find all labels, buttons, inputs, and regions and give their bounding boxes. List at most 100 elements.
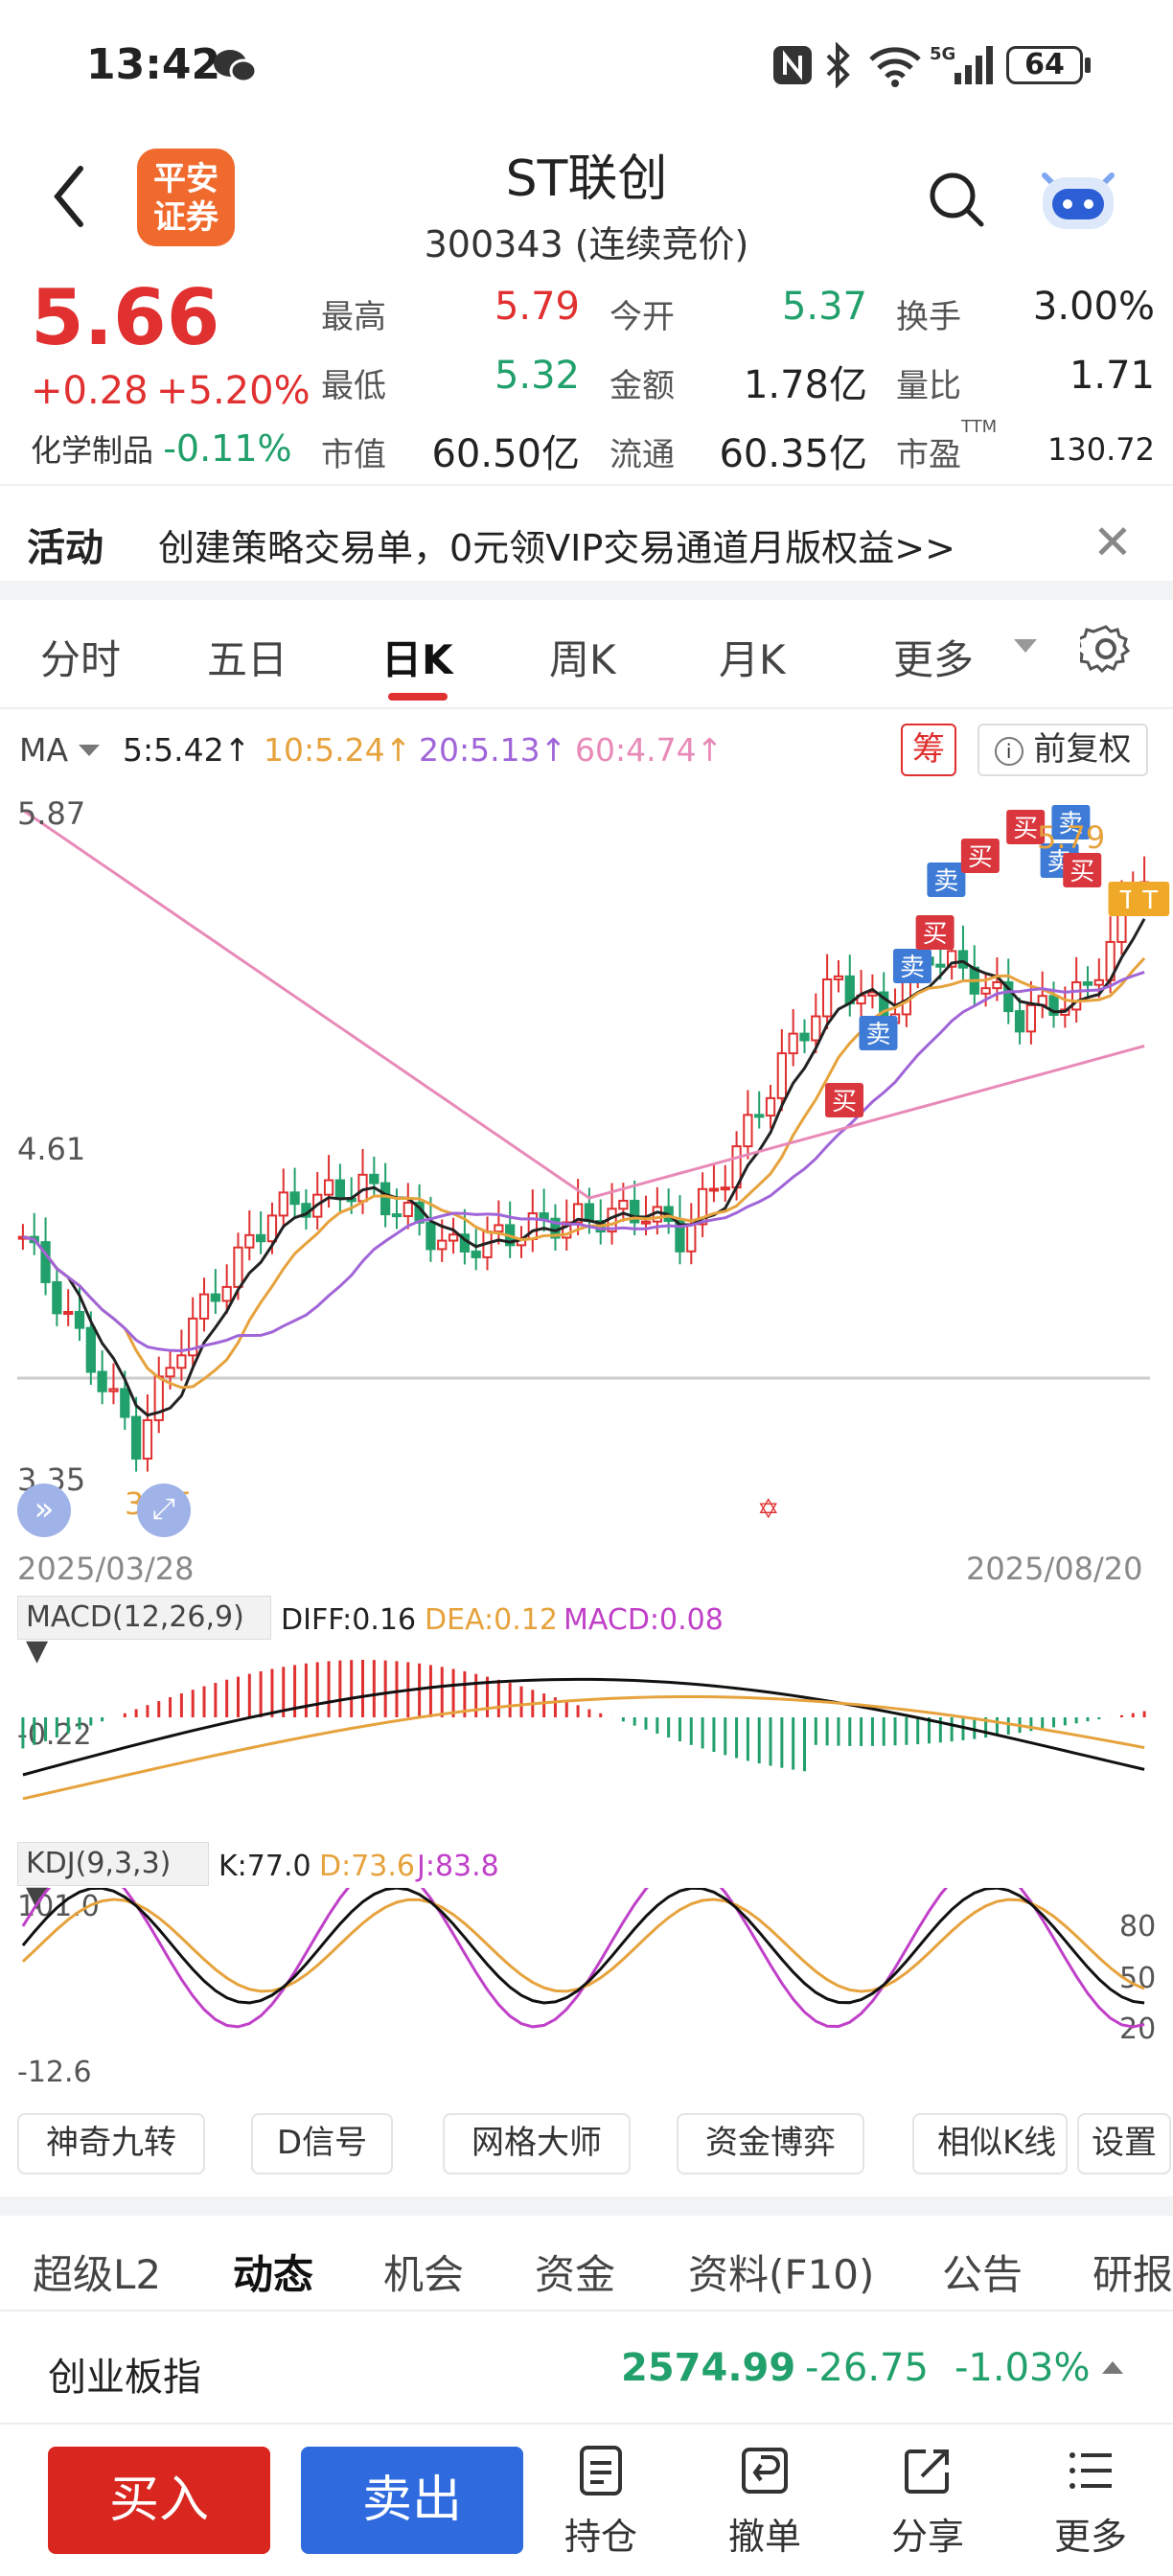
diff-line xyxy=(22,1677,1145,1777)
kdj-selector[interactable]: KDJ(9,3,3) ▼ xyxy=(17,1842,209,1914)
expand-left-icon[interactable]: » xyxy=(17,1484,71,1537)
adjust-selector[interactable]: i 前复权 xyxy=(978,724,1148,776)
candle-body xyxy=(799,1032,810,1042)
candle-body xyxy=(708,1187,720,1192)
candle-body xyxy=(255,1233,266,1243)
kdj-chart[interactable] xyxy=(0,1888,1173,2084)
info-tabs: 超级L2 动态 机会 资金 资料(F10) 公告 研报 xyxy=(0,2233,1173,2310)
candle-body xyxy=(697,1187,708,1226)
hold-label: 持仓 xyxy=(564,2516,637,2558)
battery-level: 64 xyxy=(1024,48,1065,81)
fullscreen-icon[interactable]: ⤢ xyxy=(137,1484,191,1537)
buy-button[interactable]: 买入 xyxy=(48,2447,270,2554)
cancel-order-button[interactable]: 撤单 xyxy=(707,2444,822,2560)
ma10-line xyxy=(22,956,1146,1390)
tab-news[interactable]: 动态 xyxy=(233,2251,314,2298)
event-star-icon[interactable]: ✡ xyxy=(757,1493,780,1525)
signal-flag xyxy=(1131,882,1170,916)
price-change-pct: +5.20% xyxy=(156,369,310,413)
ma-selector[interactable]: MA xyxy=(19,731,69,769)
undo-icon xyxy=(742,2448,788,2494)
tab-funds[interactable]: 资金 xyxy=(535,2251,616,2298)
index-name: 创业板指 xyxy=(48,2356,201,2400)
tab-yuek[interactable]: 月K xyxy=(719,636,786,683)
tool-jiuzhuan[interactable]: 神奇九转 xyxy=(17,2113,205,2174)
candle-body xyxy=(630,1199,640,1224)
macd-chart[interactable] xyxy=(0,1641,1173,1837)
sell-button[interactable]: 卖出 xyxy=(301,2447,523,2554)
candle-body xyxy=(426,1221,436,1251)
back-icon[interactable] xyxy=(50,163,88,230)
stat-value: 60.50亿 xyxy=(431,432,580,476)
caret-down-icon[interactable] xyxy=(1014,639,1037,653)
candle-body xyxy=(1048,995,1059,1016)
status-time: 13:42 xyxy=(86,40,221,89)
search-icon[interactable] xyxy=(928,171,985,228)
signal-flag-label: 买 xyxy=(968,843,993,872)
banner-text[interactable]: 创建策略交易单，0元领VIP交易通道月版权益>> xyxy=(158,527,955,569)
candle-body xyxy=(618,1199,629,1210)
candle-body xyxy=(108,1388,119,1392)
app-header: 平安 证券 ST联创 300343 (连续竞价) xyxy=(0,134,1173,273)
ttm-tag: TTM xyxy=(961,417,998,437)
index-ticker[interactable]: 创业板指 2574.99 -26.75 -1.03% xyxy=(0,2310,1173,2425)
macd-selector[interactable]: MACD(12,26,9) ▼ xyxy=(17,1596,271,1668)
action-bar: 买入 卖出 持仓 撤单 分享 更多 xyxy=(0,2425,1173,2576)
signal-flag-label: 买 xyxy=(1013,815,1038,843)
tab-rik[interactable]: 日K xyxy=(381,636,453,683)
tab-wuri[interactable]: 五日 xyxy=(207,636,288,683)
more-label: 更多 xyxy=(1053,2516,1127,2558)
tool-similar-kline[interactable]: 相似K线 xyxy=(912,2113,1068,2174)
tool-d-signal[interactable]: D信号 xyxy=(251,2113,393,2174)
tab-opportunity[interactable]: 机会 xyxy=(383,2251,465,2298)
promo-banner[interactable]: 活动 创建策略交易单，0元领VIP交易通道月版权益>> ✕ xyxy=(0,484,1173,594)
candle-body xyxy=(720,1186,730,1191)
signal-flag-label: 卖 xyxy=(1058,810,1083,839)
tab-f10[interactable]: 资料(F10) xyxy=(688,2251,875,2298)
stat-label: 今开 xyxy=(610,298,675,336)
signal-flag xyxy=(960,839,1000,873)
section-divider xyxy=(0,581,1173,600)
tab-announcements[interactable]: 公告 xyxy=(942,2251,1024,2298)
assistant-robot-icon[interactable] xyxy=(1035,158,1121,235)
candle-body xyxy=(1025,1003,1037,1033)
candle-body xyxy=(811,1015,821,1042)
tool-settings[interactable]: 设置 xyxy=(1077,2113,1171,2174)
caret-down-icon[interactable] xyxy=(79,745,100,756)
tool-grid-master[interactable]: 网格大师 xyxy=(443,2113,631,2174)
candle-body xyxy=(788,1032,798,1055)
stock-title: ST联创 xyxy=(505,150,668,208)
bluetooth-icon xyxy=(826,42,850,88)
more-button[interactable]: 更多 xyxy=(1033,2444,1148,2560)
share-button[interactable]: 分享 xyxy=(870,2444,985,2560)
tab-fenshi[interactable]: 分时 xyxy=(40,636,122,683)
candle-body xyxy=(765,1096,776,1117)
gear-icon[interactable] xyxy=(1080,623,1132,675)
d-line xyxy=(21,1898,1145,1993)
close-icon[interactable]: ✕ xyxy=(1092,515,1133,570)
stat-label: 量比 xyxy=(896,367,961,405)
ma60-value: 60:4.74↑ xyxy=(575,731,724,769)
tool-fund-game[interactable]: 资金博弈 xyxy=(677,2113,864,2174)
tab-more[interactable]: 更多 xyxy=(893,636,975,683)
candle-body xyxy=(323,1179,334,1196)
period-tabs: 分时 五日 日K 周K 月K 更多 xyxy=(0,599,1173,709)
chip-distribution-button[interactable]: 筹 xyxy=(901,724,956,776)
wifi-icon xyxy=(869,47,921,87)
caret-down-icon: ▼ xyxy=(26,1634,49,1668)
hold-button[interactable]: 持仓 xyxy=(543,2444,658,2560)
stat-value: 130.72 xyxy=(1047,431,1155,468)
ma20-line xyxy=(22,971,1145,1353)
candle-body xyxy=(1003,980,1014,1013)
price-axis-high: 5.87 xyxy=(17,795,86,832)
caret-up-icon[interactable] xyxy=(1102,2361,1123,2374)
index-change: -26.75 xyxy=(805,2346,929,2390)
tab-zhouk[interactable]: 周K xyxy=(549,636,616,683)
candle-body xyxy=(380,1182,391,1216)
sector-info[interactable]: 化学制品 -0.11% xyxy=(31,426,292,471)
tab-research[interactable]: 研报 xyxy=(1092,2251,1173,2298)
candle-body xyxy=(120,1388,130,1418)
tab-l2[interactable]: 超级L2 xyxy=(33,2251,162,2298)
